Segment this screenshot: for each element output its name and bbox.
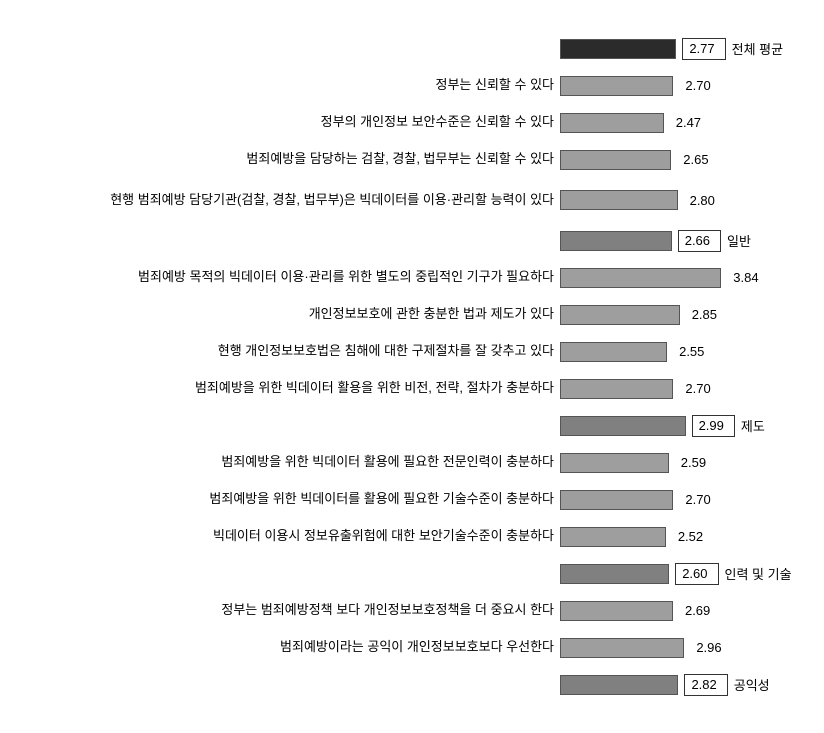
bar [560, 76, 673, 96]
category-label: 인력 및 기술 [725, 564, 792, 583]
bar-area: 2.80 [560, 178, 814, 222]
bar-area: 2.77 전체 평균 [560, 30, 814, 67]
bar-area: 2.47 [560, 104, 814, 141]
chart-row-item: 범죄예방이라는 공익이 개인정보보호보다 우선한다 2.96 [10, 629, 814, 666]
value-box: 2.60 [675, 563, 718, 585]
value-number: 2.69 [685, 603, 710, 618]
chart-row-category: 2.82 공익성 [10, 666, 814, 703]
value-number: 2.65 [683, 152, 708, 167]
bar-area: 2.69 [560, 592, 814, 629]
category-label: 일반 [727, 231, 751, 250]
chart-row-category: 2.66 일반 [10, 222, 814, 259]
bar-area: 2.85 [560, 296, 814, 333]
row-label: 범죄예방을 위한 빅데이터 활용을 위한 비전, 전략, 절차가 충분하다 [10, 380, 560, 396]
chart-row-item: 범죄예방을 위한 빅데이터를 활용에 필요한 기술수준이 충분하다 2.70 [10, 481, 814, 518]
chart-row-item: 범죄예방을 위한 빅데이터 활용에 필요한 전문인력이 충분하다 2.59 [10, 444, 814, 481]
bar-area: 2.66 일반 [560, 222, 814, 259]
chart-row-item: 빅데이터 이용시 정보유출위험에 대한 보안기술수준이 충분하다 2.52 [10, 518, 814, 555]
row-label: 범죄예방 목적의 빅데이터 이용·관리를 위한 별도의 중립적인 기구가 필요하… [10, 269, 560, 285]
bar [560, 453, 669, 473]
bar-area: 2.82 공익성 [560, 666, 814, 703]
row-label: 정부는 신뢰할 수 있다 [10, 77, 560, 93]
bar-area: 2.55 [560, 333, 814, 370]
bar [560, 601, 673, 621]
bar-area: 2.96 [560, 629, 814, 666]
bar [560, 527, 666, 547]
horizontal-bar-chart: 2.77 전체 평균정부는 신뢰할 수 있다 2.70 정부의 개인정보 보안수준은 … [10, 30, 814, 703]
value-number: 2.47 [676, 115, 701, 130]
bar-area: 2.59 [560, 444, 814, 481]
category-label: 공익성 [734, 675, 770, 694]
bar-area: 2.70 [560, 67, 814, 104]
bar [560, 675, 678, 695]
chart-row-overall: 2.77 전체 평균 [10, 30, 814, 67]
value-box: 2.99 [692, 415, 735, 437]
chart-row-item: 개인정보보호에 관한 충분한 법과 제도가 있다 2.85 [10, 296, 814, 333]
value-number: 2.85 [692, 307, 717, 322]
value-number: 2.99 [699, 418, 728, 433]
chart-row-item: 범죄예방을 담당하는 검찰, 경찰, 법무부는 신뢰할 수 있다 2.65 [10, 141, 814, 178]
value-number: 2.66 [685, 233, 714, 248]
row-label: 현행 범죄예방 담당기관(검찰, 경찰, 법무부)은 빅데이터를 이용·관리할 … [10, 192, 560, 208]
bar [560, 39, 676, 59]
chart-row-item: 현행 개인정보보호법은 침해에 대한 구제절차를 잘 갖추고 있다 2.55 [10, 333, 814, 370]
bar [560, 113, 664, 133]
bar-area: 2.70 [560, 370, 814, 407]
value-number: 2.70 [685, 381, 710, 396]
bar [560, 342, 667, 362]
bar [560, 190, 678, 210]
value-number: 2.82 [691, 677, 720, 692]
bar [560, 564, 669, 584]
row-label: 범죄예방이라는 공익이 개인정보보호보다 우선한다 [10, 639, 560, 655]
bar-area: 3.84 [560, 259, 814, 296]
value-number: 2.80 [690, 193, 715, 208]
value-box: 2.66 [678, 230, 721, 252]
value-number: 2.77 [689, 41, 718, 56]
value-number: 2.60 [682, 566, 711, 581]
value-number: 2.55 [679, 344, 704, 359]
bar [560, 150, 671, 170]
value-number: 3.84 [733, 270, 758, 285]
chart-row-item: 범죄예방을 위한 빅데이터 활용을 위한 비전, 전략, 절차가 충분하다 2.7… [10, 370, 814, 407]
chart-row-item: 정부는 신뢰할 수 있다 2.70 [10, 67, 814, 104]
bar-area: 2.70 [560, 481, 814, 518]
row-label: 정부는 범죄예방정책 보다 개인정보보호정책을 더 중요시 한다 [10, 602, 560, 618]
chart-row-item: 범죄예방 목적의 빅데이터 이용·관리를 위한 별도의 중립적인 기구가 필요하… [10, 259, 814, 296]
value-number: 2.96 [696, 640, 721, 655]
value-number: 2.70 [685, 492, 710, 507]
chart-row-item: 현행 범죄예방 담당기관(검찰, 경찰, 법무부)은 빅데이터를 이용·관리할 … [10, 178, 814, 222]
bar [560, 231, 672, 251]
bar-area: 2.99 제도 [560, 407, 814, 444]
row-label: 범죄예방을 담당하는 검찰, 경찰, 법무부는 신뢰할 수 있다 [10, 151, 560, 167]
value-box: 2.82 [684, 674, 727, 696]
bar-area: 2.65 [560, 141, 814, 178]
bar [560, 305, 680, 325]
row-label: 개인정보보호에 관한 충분한 법과 제도가 있다 [10, 306, 560, 322]
chart-row-item: 정부의 개인정보 보안수준은 신뢰할 수 있다 2.47 [10, 104, 814, 141]
category-label: 전체 평균 [732, 39, 783, 58]
value-number: 2.59 [681, 455, 706, 470]
row-label: 범죄예방을 위한 빅데이터를 활용에 필요한 기술수준이 충분하다 [10, 491, 560, 507]
value-number: 2.52 [678, 529, 703, 544]
bar [560, 490, 673, 510]
value-box: 2.77 [682, 38, 725, 60]
chart-row-category: 2.60 인력 및 기술 [10, 555, 814, 592]
row-label: 범죄예방을 위한 빅데이터 활용에 필요한 전문인력이 충분하다 [10, 454, 560, 470]
bar [560, 416, 686, 436]
bar-area: 2.60 인력 및 기술 [560, 555, 814, 592]
bar [560, 379, 673, 399]
row-label: 정부의 개인정보 보안수준은 신뢰할 수 있다 [10, 114, 560, 130]
row-label: 빅데이터 이용시 정보유출위험에 대한 보안기술수준이 충분하다 [10, 528, 560, 544]
row-label: 현행 개인정보보호법은 침해에 대한 구제절차를 잘 갖추고 있다 [10, 343, 560, 359]
bar [560, 638, 684, 658]
bar [560, 268, 721, 288]
value-number: 2.70 [685, 78, 710, 93]
bar-area: 2.52 [560, 518, 814, 555]
chart-row-category: 2.99 제도 [10, 407, 814, 444]
chart-row-item: 정부는 범죄예방정책 보다 개인정보보호정책을 더 중요시 한다 2.69 [10, 592, 814, 629]
category-label: 제도 [741, 416, 765, 435]
